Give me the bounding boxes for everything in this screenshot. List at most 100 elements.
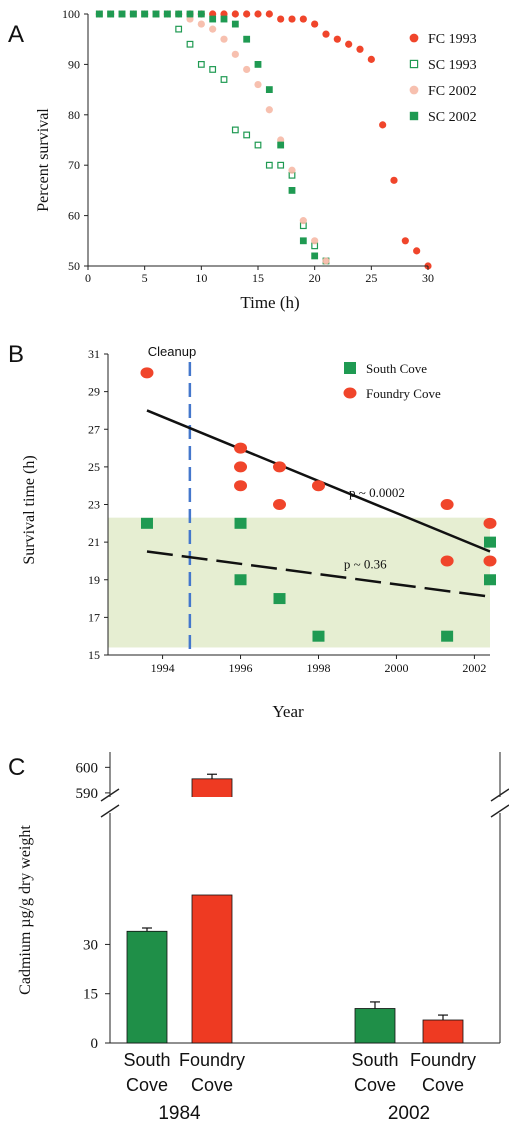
panel-c-y-tick-label: 30 — [83, 937, 98, 953]
panel-b-x-tick-label: 2002 — [462, 661, 486, 675]
point-sc-2002 — [95, 10, 103, 18]
point-sc-1993 — [277, 161, 285, 169]
legend-label-fc-1993: FC 1993 — [428, 32, 477, 47]
panel-c-bars — [126, 773, 464, 1044]
point-sc-2002 — [152, 10, 160, 18]
point-fc-1993 — [413, 247, 421, 255]
point-foundry-cove — [440, 499, 454, 510]
panel-b-y-tick-label: 25 — [88, 460, 100, 474]
category-label-1984-foundry-cove-line1: Foundry — [179, 1050, 245, 1070]
panel-b-xlabel: Year — [272, 702, 304, 721]
point-sc-2002 — [277, 141, 285, 149]
point-fc-2002 — [254, 80, 262, 89]
point-foundry-cove — [234, 480, 248, 492]
point-fc-1993 — [345, 40, 353, 48]
point-sc-2002 — [175, 10, 183, 18]
legend-marker-sc-1993 — [409, 59, 419, 69]
axis-break-mark — [490, 788, 509, 802]
panel-b-y-tick-label: 21 — [88, 535, 100, 549]
panel-a-x-tick-label: 20 — [309, 271, 321, 285]
point-sc-2002 — [118, 10, 126, 18]
panel-a-y-tick-label: 50 — [68, 259, 80, 273]
trend-label-foundry-cove: p ~ 0.0002 — [349, 485, 405, 500]
panel-b-legend: South Cove Foundry Cove — [343, 361, 441, 401]
point-fc-1993 — [401, 237, 409, 245]
point-sc-2002 — [163, 10, 171, 18]
panel-a-xlabel: Time (h) — [240, 293, 299, 312]
category-label-2002-foundry-cove-line1: Foundry — [410, 1050, 476, 1070]
panel-a-y-tick-label: 60 — [68, 209, 80, 223]
legend-marker-foundry-cove — [343, 387, 357, 399]
panel-a-x-tick-label: 30 — [422, 271, 434, 285]
point-fc-1993 — [277, 15, 285, 23]
panel-a-x-tick-label: 5 — [142, 271, 148, 285]
point-foundry-cove — [483, 517, 497, 529]
panel-b-y-tick-label: 15 — [88, 648, 100, 662]
trend-label-south-cove: p ~ 0.36 — [344, 556, 387, 571]
point-sc-2002 — [265, 86, 273, 93]
point-fc-1993 — [231, 10, 239, 18]
category-label-2002-foundry-cove-line2: Cove — [422, 1075, 464, 1095]
legend-label-sc-2002: SC 2002 — [428, 110, 477, 125]
legend-label-south-cove: South Cove — [366, 361, 427, 376]
point-fc-2002 — [220, 35, 228, 43]
bar-2002-south-cove — [354, 1008, 396, 1044]
point-foundry-cove — [140, 367, 154, 379]
cleanup-label: Cleanup — [148, 344, 196, 359]
category-label-2002-south-cove-line2: Cove — [354, 1075, 396, 1095]
point-sc-2002 — [299, 237, 307, 245]
panel-b-x-tick-label: 1996 — [229, 661, 253, 675]
panel-c-ylabel: Cadmium µg/g dry weight — [17, 825, 34, 995]
panel-c-y-tick-label: 15 — [83, 987, 98, 1003]
panel-b-y-tick-label: 19 — [88, 573, 100, 587]
panel-a-x-tick-label: 25 — [365, 271, 377, 285]
panel-b-y-tick-label: 27 — [88, 422, 100, 436]
point-foundry-cove — [273, 461, 287, 473]
legend-marker-fc-1993 — [409, 33, 419, 43]
panel-b-y-tick-label: 17 — [88, 610, 100, 624]
point-fc-1993 — [288, 15, 296, 23]
point-fc-1993 — [333, 35, 341, 43]
point-fc-1993 — [356, 45, 364, 53]
panel-b-x-tick-label: 1994 — [151, 661, 175, 675]
category-label-1984-south-cove-line1: South — [123, 1050, 170, 1070]
point-sc-1993 — [209, 66, 217, 73]
panel-a-points — [95, 10, 432, 270]
point-south-cove — [441, 630, 454, 642]
bar-1984-foundry-cove-upper — [191, 778, 233, 799]
point-fc-2002 — [288, 166, 296, 174]
group-label-1984: 1984 — [158, 1103, 201, 1124]
axis-break-mark — [490, 804, 509, 818]
point-foundry-cove — [483, 555, 497, 567]
point-sc-2002 — [288, 187, 296, 194]
group-label-2002: 2002 — [388, 1103, 430, 1124]
panel-letter-b: B — [8, 341, 24, 368]
point-fc-2002 — [243, 65, 251, 74]
highlight-band — [108, 517, 490, 648]
point-sc-1993 — [186, 40, 194, 48]
category-label-2002-south-cove-line1: South — [351, 1050, 398, 1070]
panel-a-y-tick-label: 70 — [68, 158, 80, 172]
panel-a-axes: 0 5 10 15 20 25 30 50 60 70 80 90 100 — [62, 7, 434, 285]
point-fc-2002 — [322, 257, 330, 265]
point-sc-2002 — [107, 10, 115, 18]
point-foundry-cove — [273, 499, 287, 510]
point-sc-1993 — [197, 60, 205, 68]
point-fc-2002 — [209, 25, 217, 33]
point-sc-2002 — [129, 10, 137, 18]
category-label-1984-foundry-cove-line2: Cove — [191, 1075, 233, 1095]
point-fc-2002 — [231, 50, 239, 58]
trend-line-south-cove — [146, 550, 491, 598]
panel-b-ylabel: Survival time (h) — [21, 455, 38, 564]
legend-label-sc-1993: SC 1993 — [428, 58, 477, 73]
panel-b-x-tick-label: 1998 — [306, 661, 330, 675]
point-fc-1993 — [254, 10, 262, 18]
point-fc-1993 — [311, 20, 319, 28]
point-sc-2002 — [197, 10, 205, 18]
panel-a-y-tick-label: 80 — [68, 108, 80, 122]
bar-1984-south-cove — [126, 930, 168, 1044]
bar-break-gap — [191, 797, 233, 813]
